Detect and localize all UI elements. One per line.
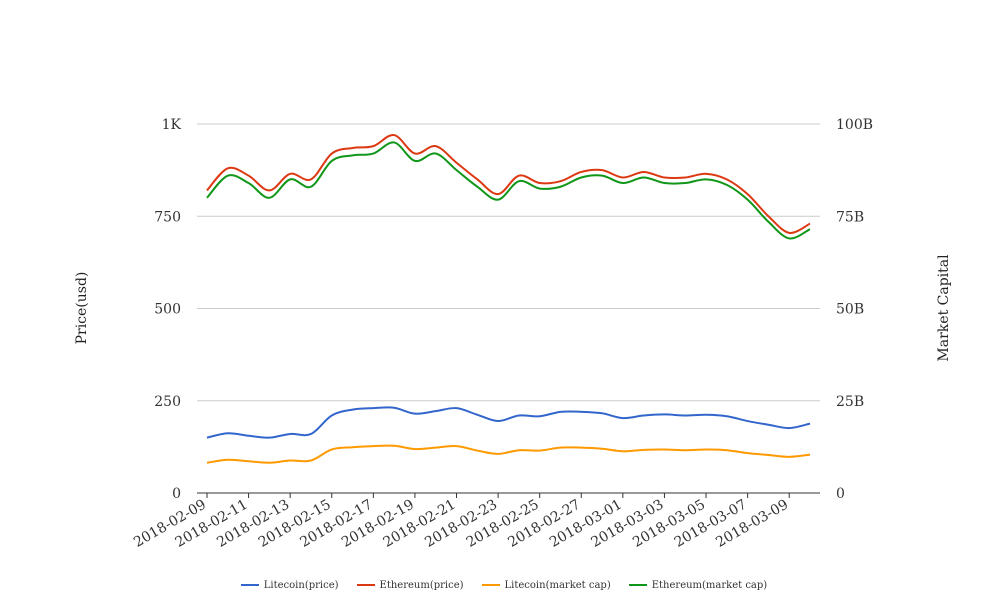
- legend-item[interactable]: Ethereum(market cap): [628, 579, 768, 591]
- x-axis-ticks: 2018-02-092018-02-112018-02-132018-02-15…: [131, 493, 791, 551]
- y-right-tick-label: 25B: [836, 394, 864, 410]
- gridlines: [197, 123, 820, 494]
- legend-item[interactable]: Litecoin(price): [240, 579, 339, 591]
- left-axis-ticks: 0 250 500 750 1K: [154, 117, 181, 502]
- series-lines: [206, 134, 811, 464]
- y-left-tick-label: 500: [154, 302, 181, 318]
- legend-label: Litecoin(price): [263, 579, 339, 591]
- legend-swatch: [356, 584, 375, 586]
- y-right-tick-label: 100B: [836, 117, 873, 133]
- y-axis-left-label: Price(usd): [74, 272, 90, 345]
- legend-swatch: [628, 584, 647, 586]
- legend-swatch: [240, 584, 259, 586]
- right-axis-ticks: 0 25B 50B 75B 100B: [836, 117, 873, 502]
- series-line-0: [206, 406, 811, 439]
- y-right-tick-label: 75B: [836, 209, 864, 225]
- legend-item[interactable]: Litecoin(market cap): [481, 579, 611, 591]
- legend-label: Ethereum(market cap): [651, 579, 768, 591]
- legend-item[interactable]: Ethereum(price): [356, 579, 464, 591]
- y-axis-right-label: Market Capital: [936, 254, 952, 362]
- line-chart: 0 250 500 750 1K 0 25B 50B 75B 100B 2018-02-0920…: [74, 117, 952, 551]
- y-left-tick-label: 250: [154, 394, 181, 410]
- legend-label: Ethereum(price): [379, 579, 464, 591]
- y-left-tick-label: 750: [154, 209, 181, 225]
- series-line-1: [206, 134, 811, 234]
- legend-label: Litecoin(market cap): [504, 579, 611, 591]
- y-left-tick-label: 0: [172, 486, 181, 502]
- y-right-tick-label: 0: [836, 486, 845, 502]
- legend: Litecoin(price) Ethereum(price) Litecoin(m…: [0, 576, 1008, 594]
- legend-swatch: [481, 584, 500, 586]
- series-line-2: [206, 444, 811, 464]
- y-left-tick-label: 1K: [162, 117, 182, 133]
- y-right-tick-label: 50B: [836, 302, 864, 318]
- series-line-3: [206, 141, 811, 240]
